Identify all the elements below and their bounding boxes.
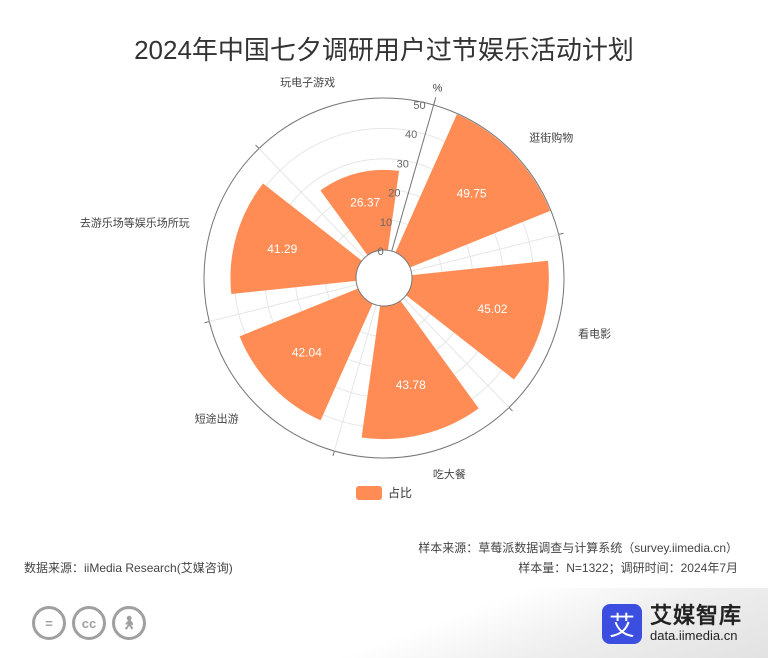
brand-url: data.iimedia.cn bbox=[649, 628, 738, 643]
polar-bar-chart: 49.75 逛街购物 45.02 看电影 43.78 吃大餐 42.04 短途出游 41.29 去… bbox=[80, 76, 611, 481]
bar-value-label: 43.78 bbox=[396, 378, 426, 392]
radius-tick-label: 30 bbox=[397, 158, 409, 170]
sample-source-text: 样本来源：草莓派数据调查与计算系统（survey.iimedia.cn） bbox=[418, 541, 738, 555]
angle-axis-tick bbox=[558, 232, 564, 235]
category-label: 吃大餐 bbox=[433, 467, 466, 481]
radius-tick-label: 20 bbox=[388, 188, 400, 200]
radius-axis-line bbox=[391, 97, 437, 252]
grid-spoke bbox=[258, 148, 365, 259]
bar-value-label: 41.29 bbox=[267, 242, 297, 256]
legend[interactable]: 占比 bbox=[356, 484, 412, 501]
bar-value-label: 42.04 bbox=[292, 345, 322, 359]
equals-icon: = bbox=[32, 606, 66, 640]
cc-icon: cc bbox=[72, 606, 106, 640]
category-label: 看电影 bbox=[578, 327, 611, 341]
radius-tick-label: 10 bbox=[380, 217, 392, 229]
grid-spoke bbox=[209, 284, 357, 323]
brand-logo-icon: 艾 bbox=[601, 604, 642, 644]
license-icons: = cc 🚶︎ bbox=[32, 606, 146, 640]
radius-tick-label: 50 bbox=[413, 100, 425, 112]
bar-看电影 bbox=[406, 260, 549, 380]
angle-axis-tick bbox=[204, 321, 210, 324]
category-label: 短途出游 bbox=[195, 411, 239, 425]
bar-吃大餐 bbox=[361, 300, 479, 440]
bar-玩电子游戏 bbox=[320, 169, 400, 256]
brand-name: 艾媒智库 bbox=[649, 603, 742, 628]
category-label: 逛街购物 bbox=[529, 131, 573, 145]
bar-value-label: 45.02 bbox=[477, 302, 507, 316]
radius-tick-label: 0 bbox=[378, 246, 384, 258]
data-source-text: 数据来源：iiMedia Research(艾媒咨询) bbox=[24, 561, 233, 575]
bar-短途出游 bbox=[239, 288, 373, 421]
category-label: 玩电子游戏 bbox=[280, 76, 335, 89]
legend-swatch bbox=[356, 485, 382, 500]
radius-tick-label: 40 bbox=[405, 129, 417, 141]
grid-spoke bbox=[403, 297, 510, 408]
radius-axis-unit: % bbox=[433, 83, 443, 95]
grid-spoke bbox=[333, 304, 377, 452]
category-label: 去游乐场等娱乐场所玩 bbox=[80, 215, 190, 229]
brand: 艾 艾媒智库 data.iimedia.cn bbox=[601, 603, 742, 644]
chart-title: 2024年中国七夕调研用户过节娱乐活动计划 bbox=[134, 35, 634, 65]
bar-逛街购物 bbox=[395, 114, 551, 268]
angle-axis-tick bbox=[508, 407, 513, 412]
angle-axis-tick bbox=[332, 450, 335, 456]
angle-axis-circle bbox=[203, 97, 565, 459]
grid-spoke bbox=[411, 233, 559, 272]
angle-axis-tick bbox=[255, 144, 260, 149]
person-icon: 🚶︎ bbox=[112, 606, 146, 640]
sample-size-text: 样本量：N=1322；调研时间：2024年7月 bbox=[518, 561, 738, 575]
legend-label: 占比 bbox=[388, 486, 413, 500]
bar-value-label: 49.75 bbox=[457, 186, 487, 200]
bar-去游乐场等娱乐场所玩 bbox=[230, 183, 362, 295]
inner-hole bbox=[355, 249, 413, 307]
bar-value-label: 26.37 bbox=[350, 196, 380, 210]
